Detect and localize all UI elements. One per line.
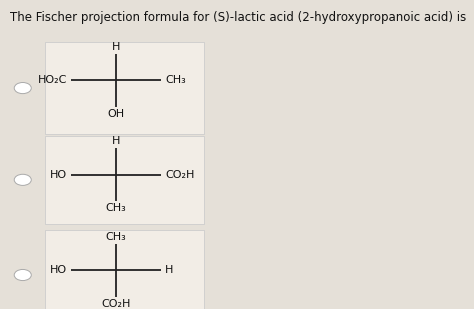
FancyBboxPatch shape <box>45 136 204 224</box>
Circle shape <box>14 269 31 281</box>
Text: H: H <box>112 42 120 52</box>
Text: H: H <box>112 136 120 146</box>
Text: CH₃: CH₃ <box>106 203 127 213</box>
Text: CO₂H: CO₂H <box>165 170 194 180</box>
FancyBboxPatch shape <box>45 230 204 309</box>
Circle shape <box>14 174 31 185</box>
Text: CH₃: CH₃ <box>165 75 186 85</box>
FancyBboxPatch shape <box>45 42 204 134</box>
Text: H: H <box>165 265 173 275</box>
Text: CO₂H: CO₂H <box>101 299 131 309</box>
Text: OH: OH <box>108 109 125 119</box>
Text: The Fischer projection formula for (S)-lactic acid (2-hydroxypropanoic acid) is: The Fischer projection formula for (S)-l… <box>10 11 467 24</box>
Text: HO: HO <box>50 265 67 275</box>
Text: CH₃: CH₃ <box>106 232 127 242</box>
Text: HO: HO <box>50 170 67 180</box>
Circle shape <box>14 83 31 94</box>
Text: HO₂C: HO₂C <box>38 75 67 85</box>
